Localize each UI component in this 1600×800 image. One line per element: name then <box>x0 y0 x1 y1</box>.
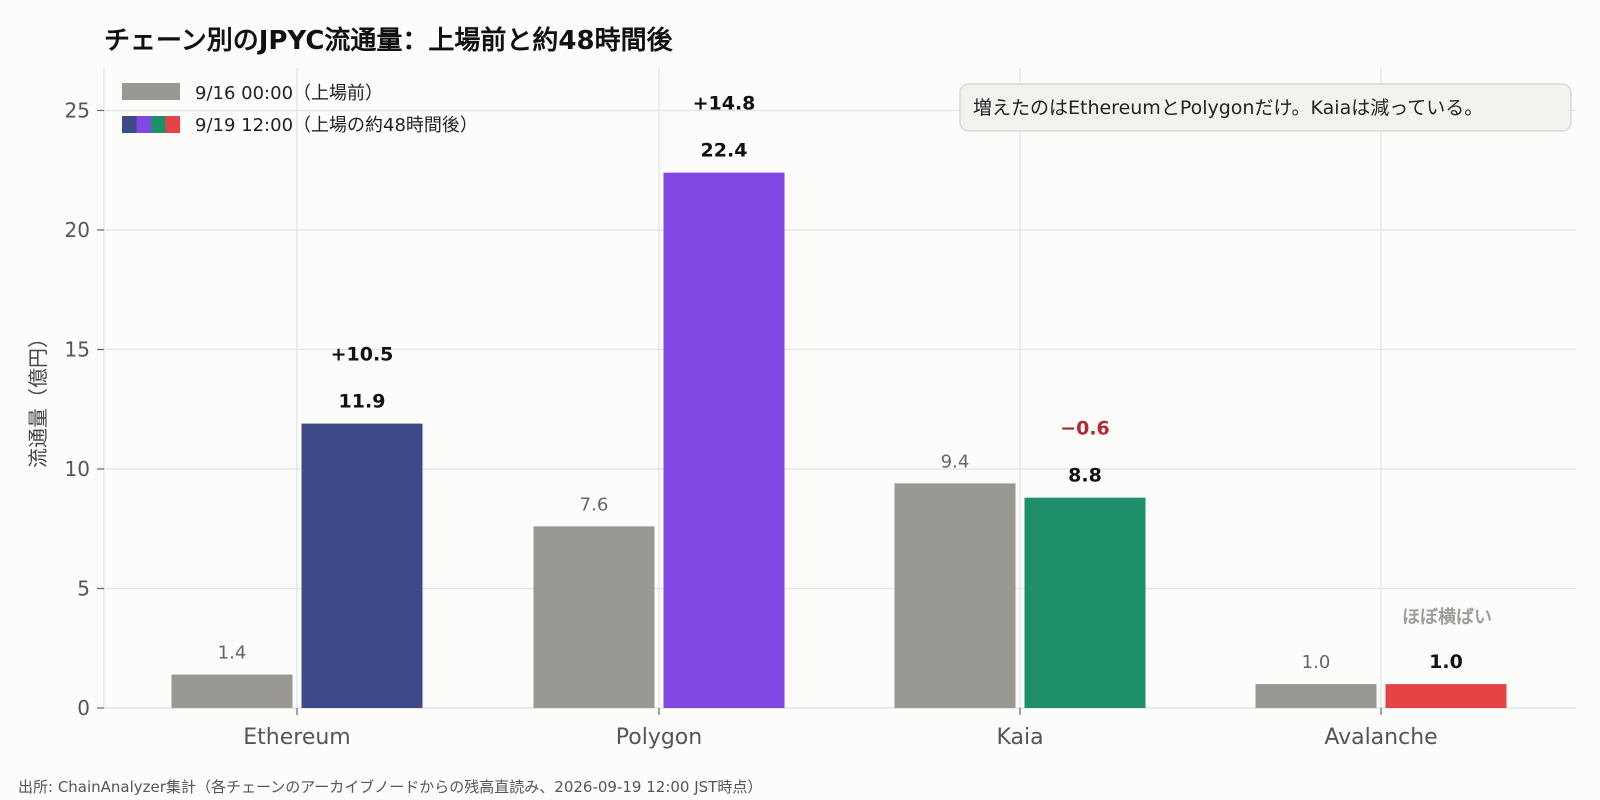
chart-title: チェーン別のJPYC流通量：上場前と約48時間後 <box>104 25 674 56</box>
delta-label: +10.5 <box>331 344 394 366</box>
bar-after-polygon <box>663 172 785 708</box>
legend-label-after: 9/19 12:00（上場の約48時間後） <box>195 115 478 136</box>
data-label-before: 1.0 <box>1302 652 1331 673</box>
x-tick-label: Kaia <box>996 725 1043 750</box>
legend-swatch-after <box>122 116 180 133</box>
annotation-box: 増えたのはEthereumとPolygonだけ。Kaiaは減っている。 <box>959 83 1572 132</box>
legend-swatch-after-segment <box>151 116 166 133</box>
data-label-before: 1.4 <box>218 643 247 664</box>
x-tick-label: Avalanche <box>1324 725 1437 750</box>
y-tick-label: 25 <box>65 99 90 123</box>
bar-before-polygon <box>533 526 655 708</box>
bar-before-ethereum <box>171 674 293 708</box>
y-axis-title: 流通量（億円） <box>26 328 50 468</box>
x-tick-label: Polygon <box>616 725 702 750</box>
data-labels: Ethereum 1.4 11.9 +10.5 Polygon 7.6 22.4 +14.8 K… <box>218 93 1463 750</box>
delta-label: −0.6 <box>1060 418 1110 440</box>
legend-label-before: 9/16 00:00（上場前） <box>195 83 383 104</box>
legend-swatch-before <box>122 83 180 100</box>
annotation-text: 増えたのはEthereumとPolygonだけ。Kaiaは減っている。 <box>973 97 1483 119</box>
flat-note: ほぼ横ばい <box>1402 606 1492 628</box>
data-label-before: 9.4 <box>941 451 970 472</box>
data-label-before: 7.6 <box>580 494 609 515</box>
delta-label: +14.8 <box>693 93 756 115</box>
source-note: 出所: ChainAnalyzer集計（各チェーンのアーカイブノードからの残高直… <box>18 778 762 796</box>
bar-before-avalanche <box>1255 684 1377 708</box>
bar-before-kaia <box>894 483 1016 708</box>
legend-swatch-after-segment <box>165 116 180 133</box>
data-label-after: 22.4 <box>701 140 748 162</box>
bar-after-kaia <box>1024 497 1146 708</box>
y-tick-label: 20 <box>65 218 90 242</box>
legend: 9/16 00:00（上場前） 9/19 12:00（上場の約48時間後） <box>122 83 478 136</box>
data-label-after: 1.0 <box>1429 651 1463 673</box>
bars <box>171 172 1507 708</box>
y-tick-label: 0 <box>77 696 90 720</box>
data-label-after: 8.8 <box>1068 465 1102 487</box>
bar-after-ethereum <box>301 423 423 708</box>
y-tick-label: 15 <box>65 338 90 362</box>
y-tick-label: 5 <box>77 577 90 601</box>
bar-after-avalanche <box>1385 684 1507 708</box>
data-label-after: 11.9 <box>339 391 386 413</box>
y-tick-label: 10 <box>65 457 90 481</box>
y-axis: 0 5 10 15 20 25 <box>65 99 1382 720</box>
legend-swatch-after-segment <box>122 116 137 133</box>
x-tick-label: Ethereum <box>243 725 350 750</box>
annotation-background <box>959 83 1572 132</box>
legend-swatch-after-segment <box>136 116 151 133</box>
